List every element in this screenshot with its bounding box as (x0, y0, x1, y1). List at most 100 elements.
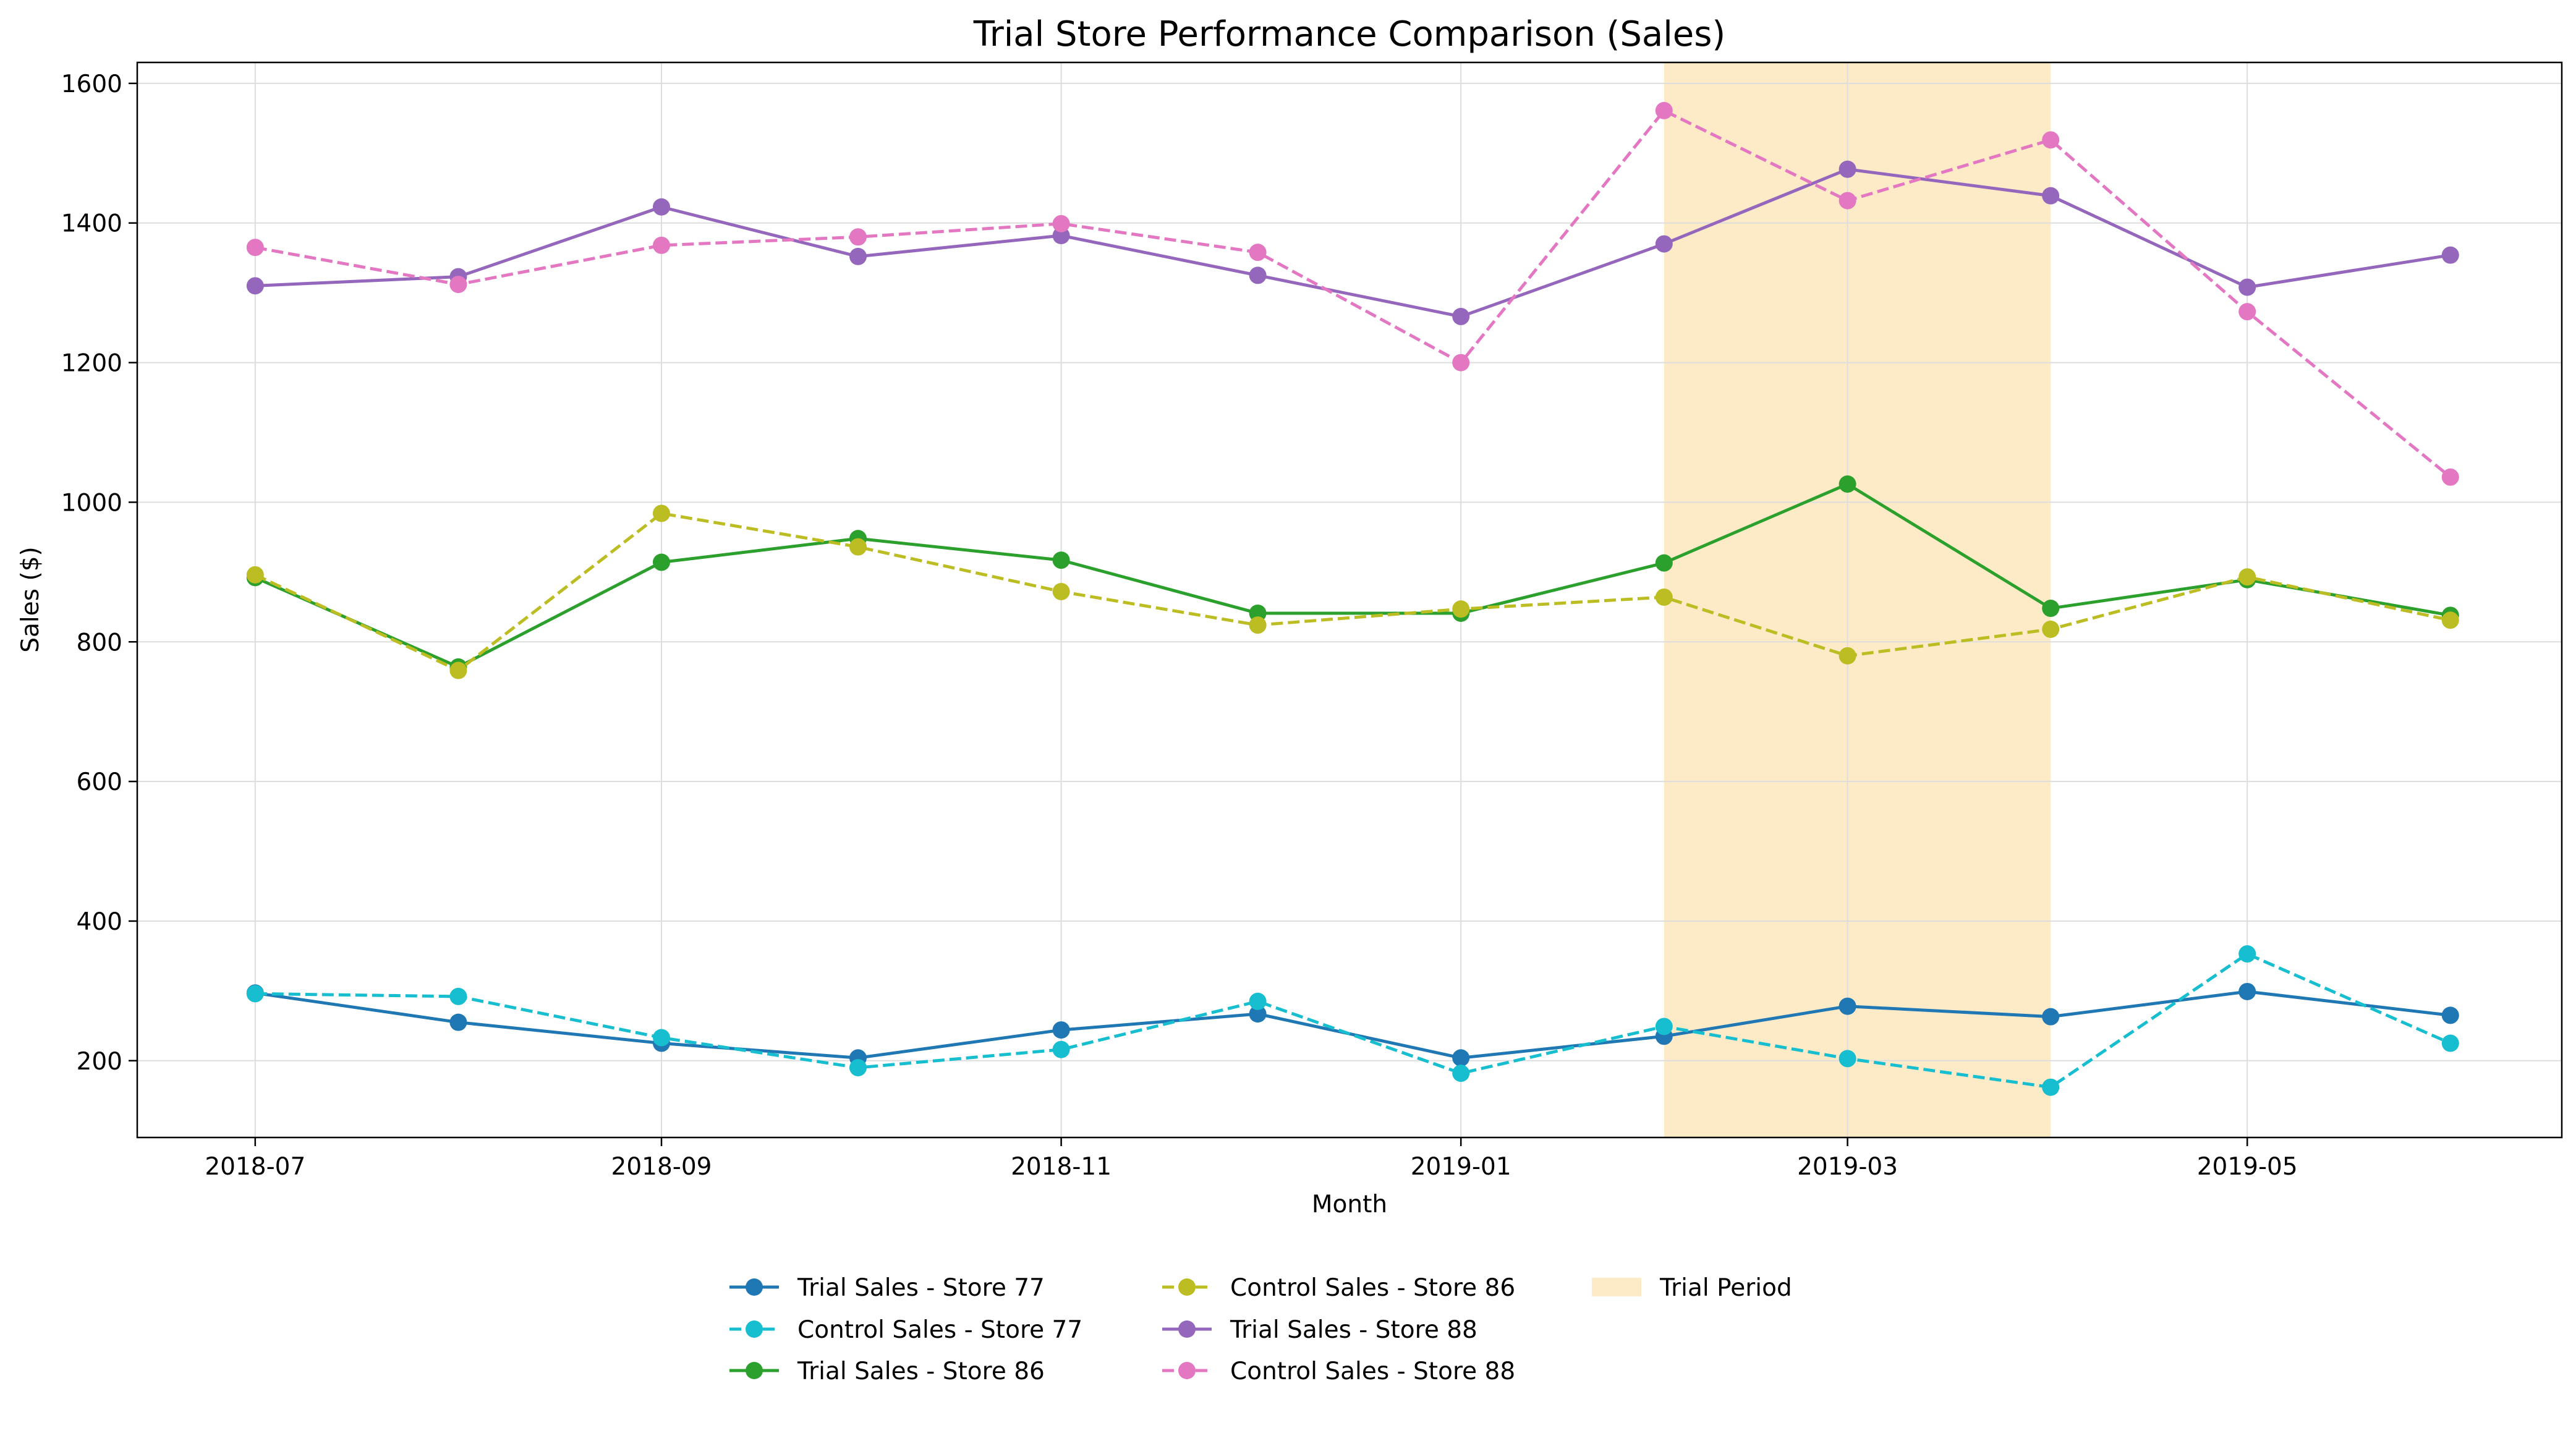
series-line (254, 482, 2451, 669)
y-tick-label: 400 (77, 908, 122, 936)
plot-frame (136, 61, 2563, 1139)
data-point (1452, 1065, 1470, 1082)
data-point (2042, 1078, 2060, 1096)
data-point (2042, 600, 2060, 618)
data-point (1452, 354, 1470, 372)
data-point (2042, 187, 2060, 205)
data-point (1655, 1018, 1673, 1035)
legend-box (711, 1261, 1997, 1393)
data-point (2042, 1008, 2060, 1026)
data-point (1452, 308, 1470, 326)
legend-item: Trial Sales - Store 88 (1162, 1316, 1477, 1344)
data-point (2441, 611, 2459, 629)
x-tick-label: 2019-01 (1411, 1153, 1511, 1181)
data-point (246, 985, 264, 1003)
data-point (849, 538, 867, 556)
legend-item: Control Sales - Store 88 (1162, 1358, 1515, 1385)
data-point (653, 1029, 670, 1047)
data-point (1655, 101, 1673, 119)
legend-item: Trial Sales - Store 77 (729, 1274, 1045, 1302)
data-point (2042, 131, 2060, 149)
data-point (1838, 192, 1856, 210)
trial-period-band (1664, 62, 2051, 1137)
y-axis-label: Sales ($) (17, 546, 45, 652)
x-tick-label: 2018-07 (205, 1153, 305, 1181)
y-tick-label: 800 (77, 629, 122, 657)
data-point (1452, 1049, 1470, 1067)
legend-label: Control Sales - Store 88 (1230, 1358, 1515, 1385)
data-point (1655, 235, 1673, 253)
legend-swatch-marker (1178, 1362, 1196, 1379)
series-line (255, 168, 2451, 318)
data-point (449, 276, 467, 294)
y-tick-label: 1600 (61, 70, 122, 98)
data-point (1838, 475, 1856, 493)
legend-item: Control Sales - Store 77 (729, 1316, 1082, 1344)
y-tick-label: 600 (77, 768, 122, 796)
legend-label: Trial Period (1659, 1274, 1792, 1302)
data-point (1052, 1040, 1070, 1058)
data-point (653, 236, 670, 254)
data-point (2042, 620, 2060, 638)
data-point (1838, 997, 1856, 1015)
legend-swatch-marker (1178, 1320, 1196, 1338)
y-tick-label: 1400 (61, 210, 122, 238)
data-point (1052, 551, 1070, 569)
data-point (849, 247, 867, 265)
data-point (246, 239, 264, 257)
data-point (2441, 1034, 2459, 1052)
data-point (2238, 568, 2256, 586)
data-point (1838, 1050, 1856, 1068)
legend-swatch-marker (746, 1278, 763, 1296)
x-tick-label: 2018-09 (611, 1153, 712, 1181)
data-point (1838, 647, 1856, 665)
data-point (2238, 945, 2256, 963)
series-2 (246, 945, 2459, 1096)
legend-item: Trial Sales - Store 86 (729, 1358, 1045, 1385)
data-point (653, 553, 670, 571)
data-point (2441, 1006, 2459, 1024)
y-tick-label: 1200 (61, 350, 122, 378)
chart-title: Trial Store Performance Comparison (Sale… (973, 14, 1726, 54)
legend-item: Trial Period (1592, 1274, 1792, 1302)
y-tick-label: 200 (77, 1048, 122, 1076)
legend: Trial Sales - Store 77 Control Sales - St… (711, 1261, 1997, 1393)
data-point (1249, 604, 1267, 622)
y-axis: 200 400 600 800 1000 1200 1400 1600 (61, 70, 137, 1076)
data-point (653, 198, 670, 216)
data-point (449, 1013, 467, 1031)
legend-swatch-marker (746, 1320, 763, 1338)
legend-label: Control Sales - Store 77 (797, 1316, 1082, 1344)
trial-period-layer (1664, 62, 2051, 1137)
data-point (1249, 992, 1267, 1010)
series-line (254, 511, 2451, 673)
data-point (1249, 244, 1267, 261)
data-point (1249, 1005, 1267, 1023)
data-point (246, 277, 264, 295)
x-tick-label: 2019-03 (1797, 1153, 1898, 1181)
series-6 (246, 101, 2459, 486)
data-point (2441, 246, 2459, 264)
data-point (1838, 160, 1856, 178)
data-point (1249, 266, 1267, 284)
legend-label: Trial Sales - Store 77 (797, 1274, 1045, 1302)
data-point (2238, 278, 2256, 296)
series-layer (246, 101, 2459, 1096)
data-point (1452, 600, 1470, 618)
data-point (849, 1059, 867, 1077)
data-point (2441, 468, 2459, 486)
data-point (246, 566, 264, 584)
legend-item: Control Sales - Store 86 (1162, 1274, 1515, 1302)
legend-swatch-patch (1592, 1278, 1641, 1296)
data-point (449, 987, 467, 1005)
data-point (849, 228, 867, 246)
series-line (255, 109, 2452, 478)
legend-swatch-marker (746, 1362, 763, 1379)
data-point (1052, 582, 1070, 600)
grid-layer (137, 62, 2562, 1137)
legend-label: Trial Sales - Store 86 (797, 1358, 1045, 1385)
series-4 (246, 504, 2459, 679)
x-axis: 2018-07 2018-09 2018-11 2019-01 2019-03 2019-… (205, 1137, 2298, 1181)
